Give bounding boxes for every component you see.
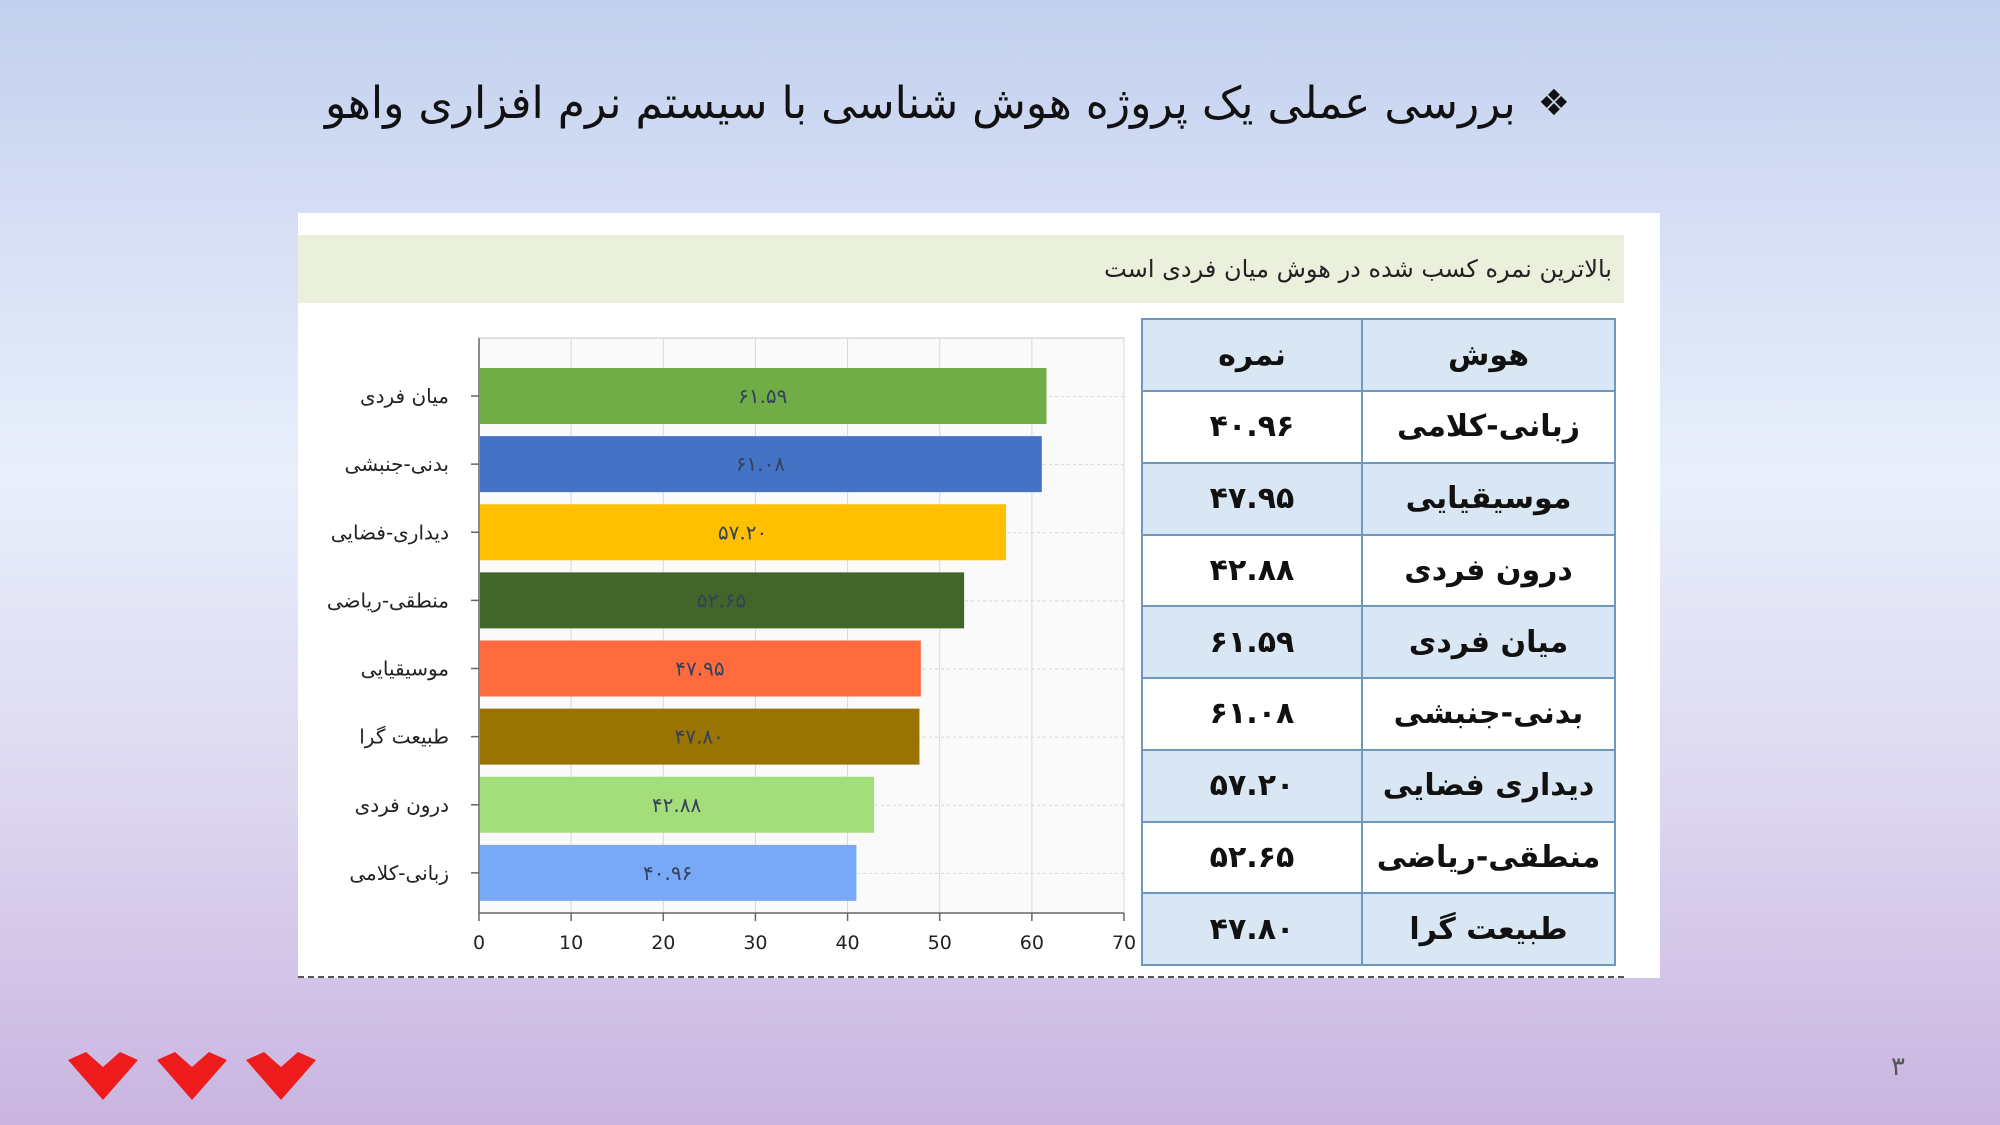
category-label: درون فردی [355,793,449,817]
table-row: موسیقیایی ۴۷.۹۵ [1141,461,1616,536]
x-tick-label: 10 [559,932,583,954]
slide-title: ❖ بررسی عملی یک پروژه هوش شناسی با سیستم… [325,78,1570,129]
chevron-down-icon [157,1052,227,1100]
x-tick-label: 40 [835,932,859,954]
row-name: موسیقیایی [1361,461,1616,536]
bar [480,572,965,629]
header-score: نمره [1141,318,1363,392]
data-label: ۴۷.۹۵ [675,657,724,681]
bar [480,776,875,833]
table-row: طبیعت گرا ۴۷.۸۰ [1141,892,1616,966]
data-label: ۵۲.۶۵ [697,588,746,612]
category-label: بدنی-جنبشی [345,452,449,476]
chevron-down-icon [68,1052,138,1100]
table-row: میان فردی ۶۱.۵۹ [1141,605,1616,679]
data-label: ۵۷.۲۰ [718,520,767,544]
data-label: ۶۱.۰۸ [736,452,786,476]
row-name: دیداری فضایی [1361,748,1616,823]
slide-title-text: بررسی عملی یک پروژه هوش شناسی با سیستم ن… [324,78,1516,129]
table-row: دیداری فضایی ۵۷.۲۰ [1141,748,1616,823]
row-name: درون فردی [1361,533,1616,608]
category-label: موسیقیایی [361,657,449,681]
category-label: طبیعت گرا [359,725,449,749]
row-name: منطقی-ریاضی [1361,820,1616,895]
content-panel: بالاترین نمره کسب شده در هوش میان فردی ا… [298,213,1660,978]
row-name: میان فردی [1361,605,1616,679]
row-score: ۴۰.۹۶ [1141,390,1363,464]
scores-table: هوش نمره زبانی-کلامی ۴۰.۹۶ موسیقیایی ۴۷.… [1141,318,1616,966]
category-label: دیداری-فضایی [331,520,449,544]
category-label: زبانی-کلامی [349,861,449,885]
bar [480,640,921,697]
row-name: بدنی-جنبشی [1361,677,1616,751]
chevron-down-icon [246,1052,316,1100]
row-score: ۴۷.۸۰ [1141,892,1363,966]
table-row: درون فردی ۴۲.۸۸ [1141,533,1616,608]
chart-caption: بالاترین نمره کسب شده در هوش میان فردی ا… [1104,255,1612,283]
table-header-row: هوش نمره [1141,318,1616,392]
chevron-decoration [68,1052,316,1100]
data-label: ۴۲.۸۸ [652,793,702,817]
x-tick-label: 30 [743,932,767,954]
bar-chart: 0 10 20 30 40 50 60 70 میان فردی ۶۱.۵۹ بدنی-جنبشی ۶… [327,337,1136,954]
header-intelligence: هوش [1361,318,1616,392]
row-score: ۴۷.۹۵ [1141,461,1363,536]
table-row: زبانی-کلامی ۴۰.۹۶ [1141,390,1616,464]
row-score: ۴۲.۸۸ [1141,533,1363,608]
category-label: منطقی-ریاضی [327,588,449,612]
table-row: بدنی-جنبشی ۶۱.۰۸ [1141,677,1616,751]
row-score: ۵۷.۲۰ [1141,748,1363,823]
data-label: ۶۱.۵۹ [738,384,787,408]
x-tick-label: 20 [651,932,675,954]
row-score: ۶۱.۰۸ [1141,677,1363,751]
x-tick-label: 50 [928,932,952,954]
bullet-icon: ❖ [1537,83,1570,124]
data-label: ۴۰.۹۶ [643,861,692,885]
bar [480,436,1042,493]
data-label: ۴۷.۸۰ [675,725,724,749]
x-tick-label: 0 [473,932,485,954]
page-number: ۳ [1891,1052,1905,1082]
row-name: طبیعت گرا [1361,892,1616,966]
category-label: میان فردی [360,384,449,408]
bar [480,368,1047,424]
bar [480,844,857,901]
panel-divider [298,976,1624,978]
row-score: ۶۱.۵۹ [1141,605,1363,679]
x-tick-label: 70 [1112,932,1136,954]
row-score: ۵۲.۶۵ [1141,820,1363,895]
bar [480,708,920,765]
caption-bar: بالاترین نمره کسب شده در هوش میان فردی ا… [298,235,1624,303]
table-row: منطقی-ریاضی ۵۲.۶۵ [1141,820,1616,895]
row-name: زبانی-کلامی [1361,390,1616,464]
x-tick-label: 60 [1020,932,1044,954]
bar [480,504,1007,561]
